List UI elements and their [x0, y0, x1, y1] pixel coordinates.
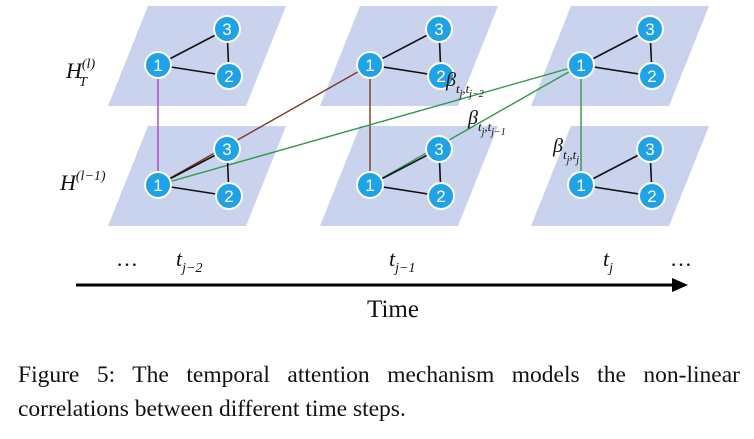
node-2-label: 2 — [647, 67, 656, 86]
node-3 — [425, 135, 453, 163]
node-1-label: 1 — [153, 176, 162, 195]
time-axis-arrowhead — [672, 278, 688, 292]
time-label-j: tj — [603, 246, 613, 276]
node-1-label: 1 — [365, 176, 374, 195]
ellipsis-left: … — [116, 246, 138, 271]
node-1-label: 1 — [576, 56, 585, 75]
node-1 — [356, 51, 384, 79]
node-3-label: 3 — [222, 140, 231, 159]
node-1-label: 1 — [365, 56, 374, 75]
node-3-label: 3 — [434, 140, 443, 159]
node-1-label: 1 — [576, 176, 585, 195]
node-3 — [636, 15, 664, 43]
node-3 — [425, 15, 453, 43]
graph-bottom-t1: 1 2 3 — [356, 135, 455, 210]
caption-label: Figure 5: — [18, 362, 116, 388]
time-label-jminus1: tj−1 — [389, 246, 415, 276]
row-label-top: H(l) T — [65, 57, 95, 90]
ellipsis-right: … — [670, 246, 692, 271]
plane-bottom-t0 — [108, 126, 286, 226]
node-1 — [567, 51, 595, 79]
node-2 — [427, 62, 455, 90]
figure-caption: Figure 5: The temporal attention mechani… — [18, 358, 740, 426]
graph-bottom-t2: 1 2 3 — [567, 135, 666, 210]
node-2 — [215, 182, 243, 210]
node-2 — [427, 182, 455, 210]
node-2-label: 2 — [224, 67, 233, 86]
node-3-label: 3 — [434, 20, 443, 39]
node-1-label: 1 — [153, 56, 162, 75]
node-2 — [215, 62, 243, 90]
attention-link-tjminus2 — [157, 64, 582, 186]
node-3-label: 3 — [645, 20, 654, 39]
attention-label-jminus1: βtj,tj−1 — [467, 107, 506, 138]
attention-label-jminus2: βtj,tj−2 — [445, 69, 484, 100]
node-2 — [638, 182, 666, 210]
node-3 — [213, 135, 241, 163]
attention-link-tjminus1 — [369, 64, 582, 186]
graph-top-t0: 1 2 3 — [144, 15, 243, 90]
node-3 — [636, 135, 664, 163]
plane-top-t2 — [531, 6, 709, 106]
node-2-label: 2 — [436, 187, 445, 206]
node-3-label: 3 — [645, 140, 654, 159]
attention-label-j: βtj,tj — [552, 135, 579, 166]
node-2-label: 2 — [224, 187, 233, 206]
graph-snapshots: 1 2 3 1 2 3 1 2 3 1 2 3 1 2 3 1 2 3 — [144, 15, 666, 210]
caption-text: The temporal attention mechanism models … — [18, 362, 740, 422]
node-1 — [144, 171, 172, 199]
graph-top-t1: 1 2 3 — [356, 15, 455, 90]
node-3 — [213, 15, 241, 43]
temporal-attention-diagram: 1 2 3 1 2 3 1 2 3 1 2 3 1 2 3 1 2 3 H(l) T H(l−1) βtj,tj−2… — [59, 6, 709, 323]
link-top-tjminus1-to-bottom-tjminus2 — [157, 64, 371, 186]
node-1 — [356, 171, 384, 199]
time-axis-label: Time — [367, 296, 419, 323]
node-2 — [638, 62, 666, 90]
plane-top-t0 — [108, 6, 286, 106]
plane-bottom-t1 — [320, 126, 498, 226]
cross-time-links — [157, 64, 582, 186]
node-2-label: 2 — [436, 67, 445, 86]
node-1 — [567, 171, 595, 199]
node-1 — [144, 51, 172, 79]
graph-bottom-t0: 1 2 3 — [144, 135, 243, 210]
graph-top-t2: 1 2 3 — [567, 15, 666, 90]
row-label-bottom: H(l−1) — [59, 169, 106, 195]
node-3-label: 3 — [222, 20, 231, 39]
time-label-jminus2: tj−2 — [176, 246, 202, 276]
graph-planes — [108, 6, 709, 226]
node-2-label: 2 — [647, 187, 656, 206]
